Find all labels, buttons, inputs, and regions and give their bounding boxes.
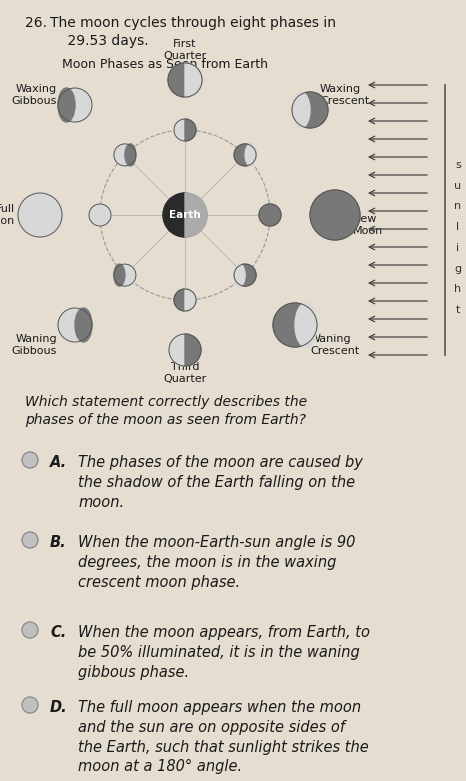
Text: s: s: [455, 160, 461, 170]
Text: D.: D.: [50, 700, 68, 715]
Circle shape: [168, 63, 202, 97]
Text: t: t: [456, 305, 460, 315]
Text: First
Quarter: First Quarter: [164, 39, 206, 61]
Ellipse shape: [295, 303, 317, 347]
Text: u: u: [454, 180, 461, 191]
Wedge shape: [185, 63, 202, 97]
Circle shape: [89, 204, 111, 226]
Wedge shape: [185, 119, 196, 141]
Text: Waning
Gibbous: Waning Gibbous: [12, 333, 57, 356]
Ellipse shape: [234, 264, 245, 286]
Circle shape: [169, 334, 201, 366]
Circle shape: [174, 119, 196, 141]
Ellipse shape: [75, 308, 92, 342]
Text: The moon cycles through eight phases in
    29.53 days.: The moon cycles through eight phases in …: [50, 16, 336, 48]
Text: Moon Phases as Seen from Earth: Moon Phases as Seen from Earth: [62, 58, 268, 71]
Circle shape: [58, 308, 92, 342]
Wedge shape: [185, 193, 207, 237]
Text: l: l: [456, 222, 459, 232]
Circle shape: [22, 622, 38, 638]
Ellipse shape: [114, 264, 125, 286]
Text: g: g: [454, 263, 461, 273]
Circle shape: [310, 190, 360, 240]
Text: Which statement correctly describes the
phases of the moon as seen from Earth?: Which statement correctly describes the …: [25, 395, 307, 427]
Text: Full
Moon: Full Moon: [0, 204, 15, 226]
Text: 26.: 26.: [25, 16, 47, 30]
Text: Third
Quarter: Third Quarter: [164, 362, 206, 384]
Text: The full moon appears when the moon
and the sun are on opposite sides of
the Ear: The full moon appears when the moon and …: [78, 700, 369, 775]
Wedge shape: [163, 193, 185, 237]
Circle shape: [273, 303, 317, 347]
Text: When the moon-Earth-sun angle is 90
degrees, the moon is in the waxing
crescent : When the moon-Earth-sun angle is 90 degr…: [78, 535, 356, 590]
Circle shape: [22, 532, 38, 548]
Text: h: h: [454, 284, 461, 294]
Circle shape: [22, 452, 38, 468]
Text: New
Moon: New Moon: [353, 214, 383, 236]
Circle shape: [292, 92, 328, 128]
Circle shape: [58, 88, 92, 122]
Circle shape: [114, 144, 136, 166]
Circle shape: [234, 264, 256, 286]
Text: n: n: [454, 201, 461, 212]
Text: i: i: [456, 243, 459, 253]
Text: Waxing
Gibbous: Waxing Gibbous: [12, 84, 57, 106]
Text: B.: B.: [50, 535, 67, 550]
Circle shape: [114, 264, 136, 286]
Circle shape: [163, 193, 207, 237]
Ellipse shape: [292, 92, 310, 128]
Text: The phases of the moon are caused by
the shadow of the Earth falling on the
moon: The phases of the moon are caused by the…: [78, 455, 363, 509]
Wedge shape: [185, 334, 201, 366]
Circle shape: [174, 289, 196, 311]
Text: A.: A.: [50, 455, 67, 470]
Circle shape: [22, 697, 38, 713]
Ellipse shape: [245, 144, 256, 166]
Text: Waxing
Crescent: Waxing Crescent: [320, 84, 369, 106]
Wedge shape: [185, 289, 196, 311]
Ellipse shape: [125, 144, 136, 166]
Text: When the moon appears, from Earth, to
be 50% illuminated, it is in the waning
gi: When the moon appears, from Earth, to be…: [78, 625, 370, 679]
Circle shape: [259, 204, 281, 226]
Text: Earth: Earth: [169, 210, 201, 220]
Text: C.: C.: [50, 625, 66, 640]
Circle shape: [18, 193, 62, 237]
Ellipse shape: [58, 88, 75, 122]
Circle shape: [234, 144, 256, 166]
Text: Waning
Crescent: Waning Crescent: [310, 333, 359, 356]
